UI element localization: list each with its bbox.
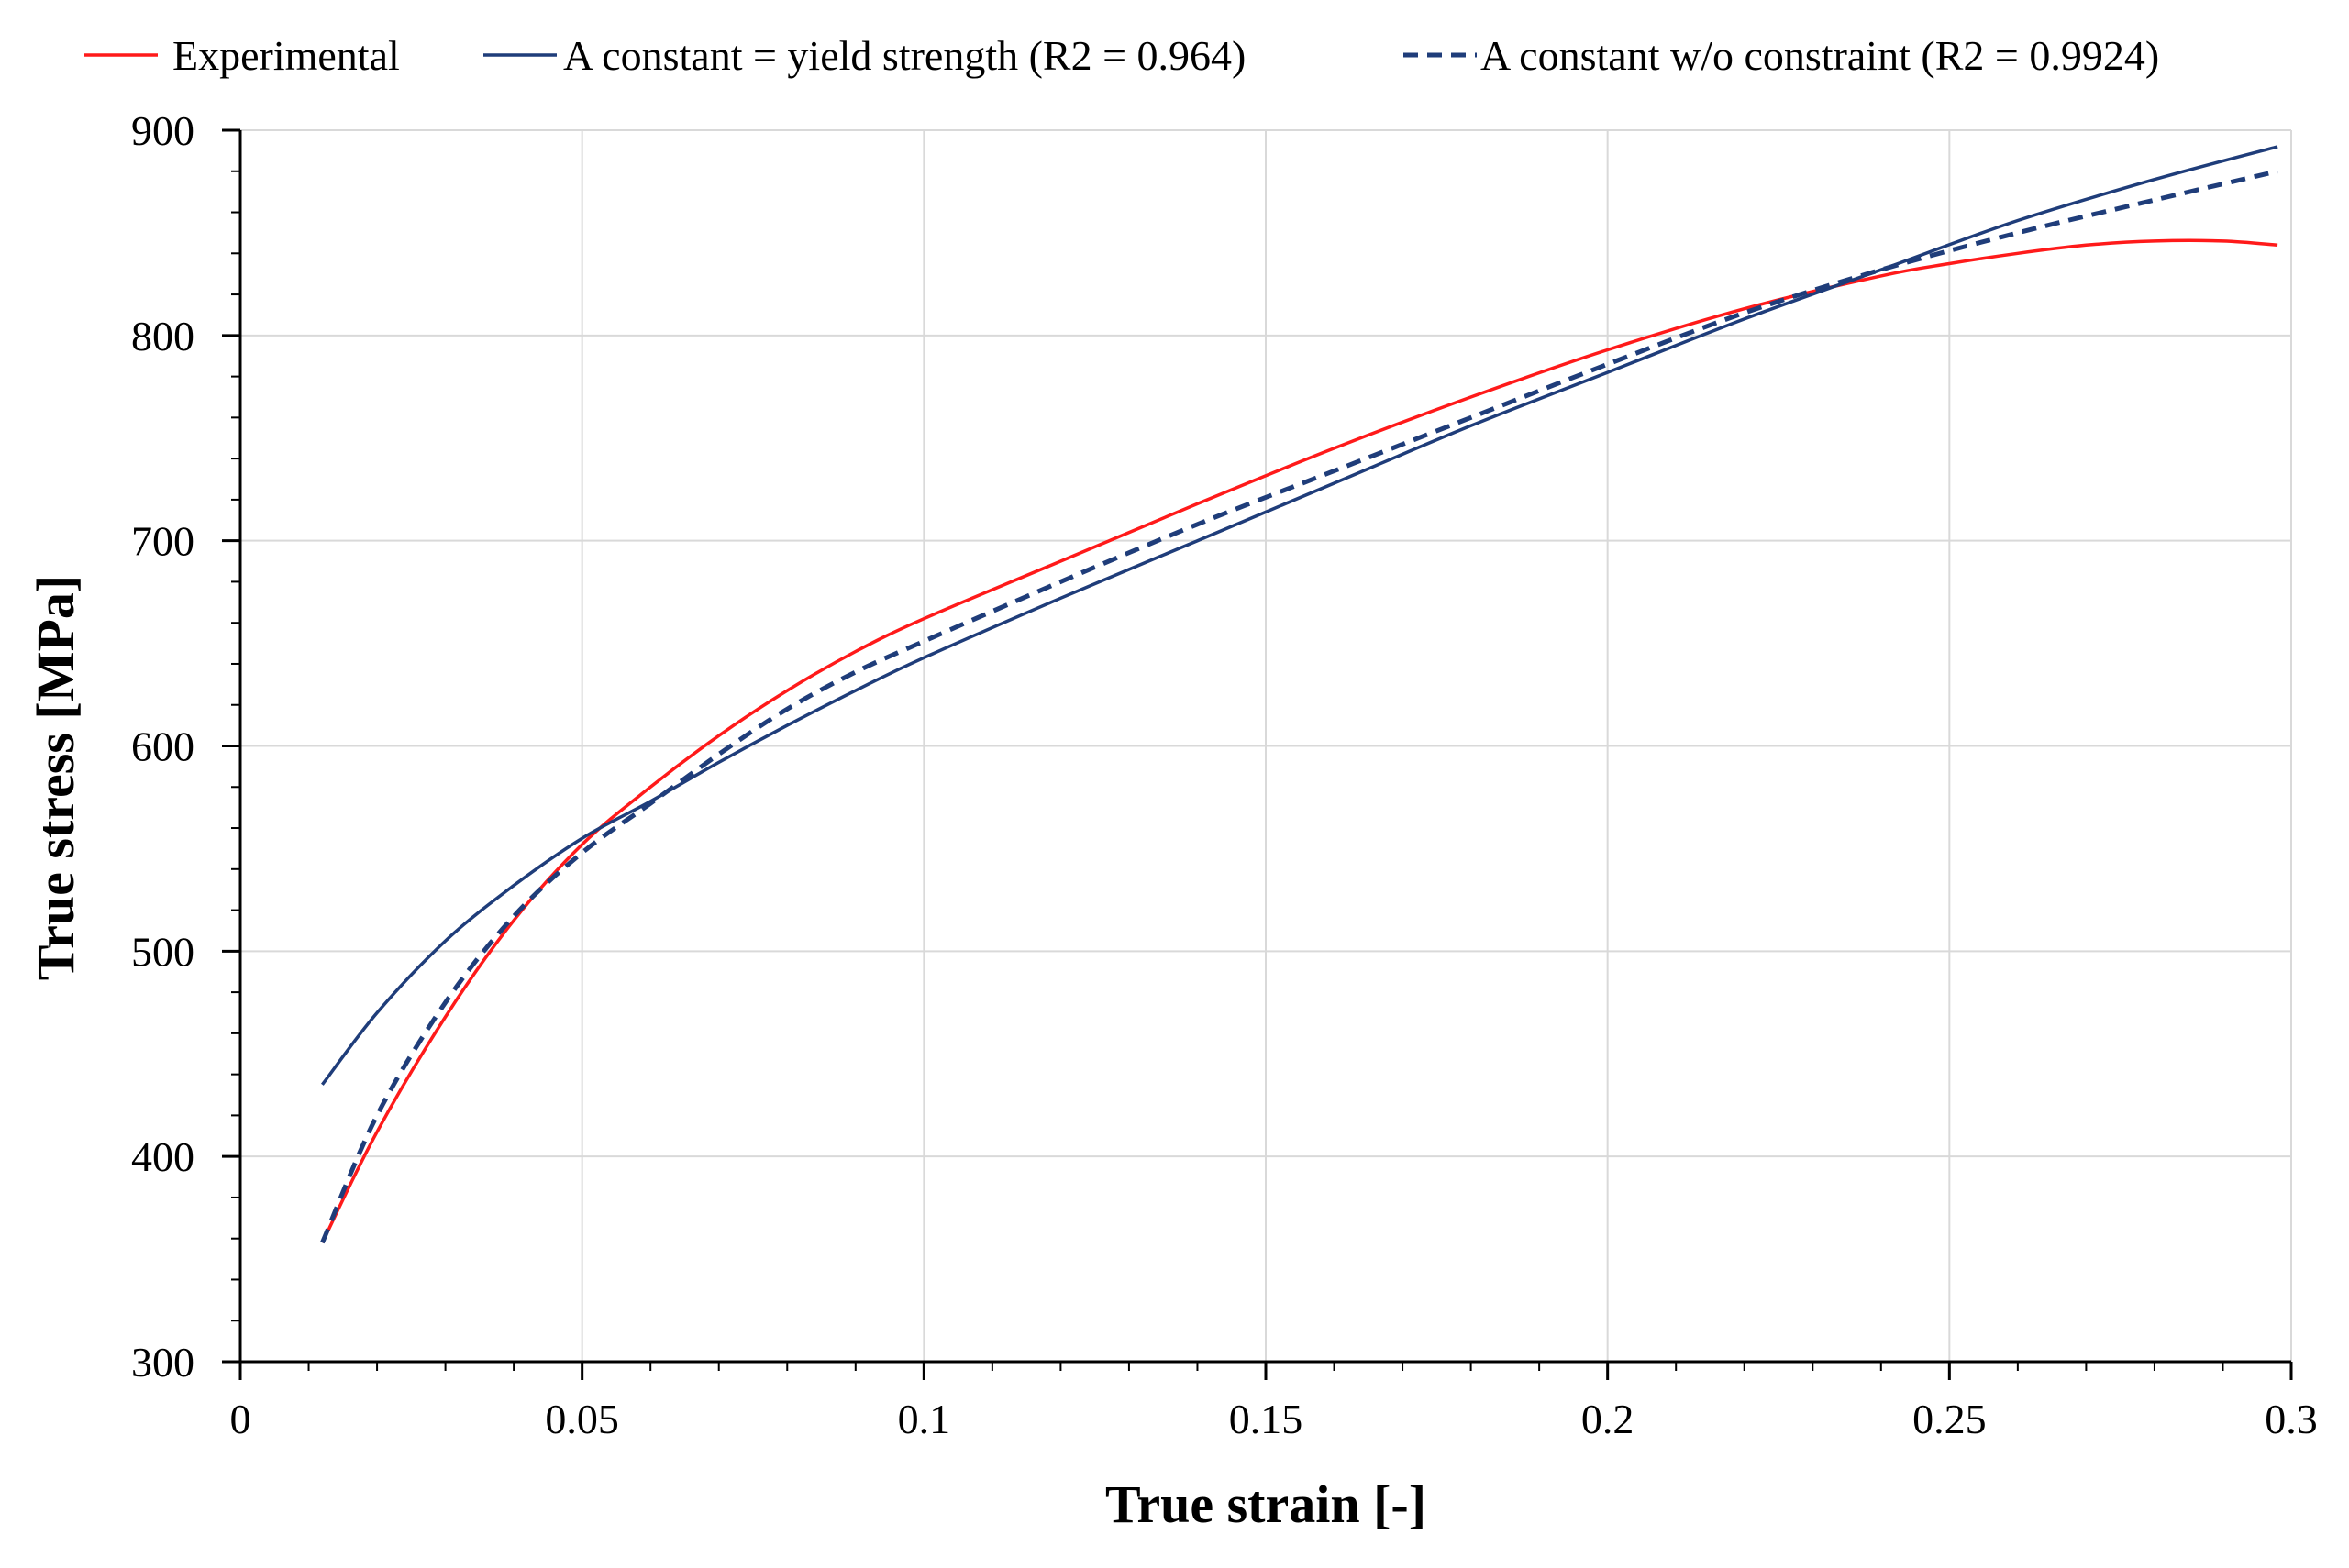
x-tick-label: 0 [230, 1396, 251, 1442]
legend: Experimental A constant = yield strength … [84, 32, 2159, 79]
x-tick-label: 0.25 [1912, 1396, 1987, 1442]
axes [222, 128, 2293, 1380]
y-tick-label: 500 [131, 928, 194, 975]
series-yield-strength-fit [321, 145, 2278, 1086]
x-tick-label: 0.3 [2265, 1396, 2318, 1442]
x-axis-title: True strain [-] [1105, 1474, 1426, 1534]
series-experimental [320, 238, 2278, 1243]
x-tick-label: 0.1 [898, 1396, 951, 1442]
series-unconstrained-fit [320, 169, 2278, 1244]
series-lines [320, 145, 2278, 1244]
legend-label: Experimental [172, 32, 400, 79]
y-tick-label: 900 [131, 107, 194, 154]
y-tick-label: 300 [131, 1339, 194, 1386]
y-tick-label: 400 [131, 1133, 194, 1180]
x-tick-label: 0.15 [1229, 1396, 1303, 1442]
x-tick-label: 0.05 [545, 1396, 619, 1442]
y-axis-title: True stress [MPa] [26, 575, 85, 980]
x-tick-label: 0.2 [1581, 1396, 1634, 1442]
tick-labels: 0 0.05 0.1 0.15 0.2 0.25 0.3 300 400 500 600 700 800… [131, 107, 2318, 1442]
legend-label: A constant = yield strength (R2 = 0.964) [563, 32, 1246, 79]
legend-label: A constant w/o constraint (R2 = 0.9924) [1480, 32, 2159, 79]
y-tick-label: 700 [131, 518, 194, 565]
grid [240, 129, 2292, 1362]
y-tick-label: 600 [131, 723, 194, 770]
y-tick-label: 800 [131, 313, 194, 359]
